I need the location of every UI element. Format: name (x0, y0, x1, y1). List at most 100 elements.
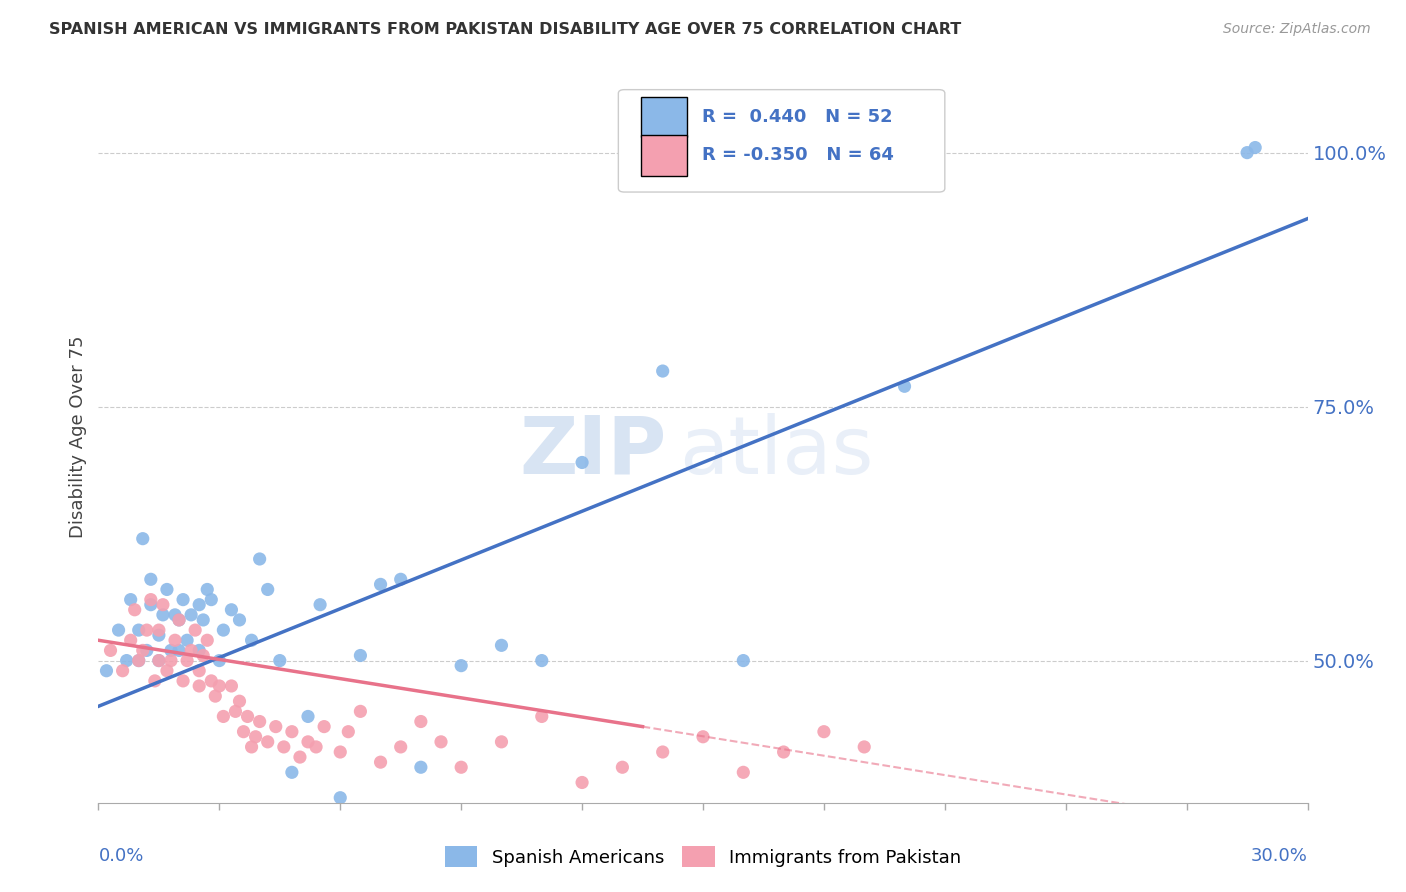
Point (148, 654, 170, 668)
Point (148, 654, 170, 668)
Text: ZIP: ZIP (519, 413, 666, 491)
Point (120, 633, 142, 648)
Point (409, 714, 432, 729)
Point (337, 856, 360, 871)
Y-axis label: Disability Age Over 75: Disability Age Over 75 (69, 335, 87, 539)
Text: atlas: atlas (679, 413, 873, 491)
Point (195, 582, 218, 597)
Point (389, 739, 412, 754)
Point (188, 643, 211, 657)
Point (389, 572, 412, 586)
Point (329, 790, 352, 805)
Text: 30.0%: 30.0% (1251, 847, 1308, 864)
Point (156, 664, 179, 678)
Point (232, 724, 254, 739)
Point (853, 739, 876, 754)
Point (309, 598, 332, 612)
Point (571, 455, 593, 469)
Point (176, 633, 198, 648)
Point (156, 582, 179, 597)
FancyBboxPatch shape (619, 90, 945, 192)
Point (152, 607, 174, 622)
Point (1244, 140, 1267, 154)
Point (450, 658, 472, 673)
Point (288, 750, 311, 764)
Point (772, 745, 794, 759)
Point (651, 364, 673, 378)
Point (96, 664, 118, 678)
Point (228, 613, 250, 627)
Point (813, 724, 835, 739)
Point (195, 633, 218, 648)
Point (236, 709, 259, 723)
Point (204, 689, 226, 703)
Point (180, 607, 202, 622)
Point (139, 598, 162, 612)
Point (100, 643, 122, 657)
Point (692, 730, 714, 744)
Point (200, 673, 222, 688)
Point (212, 623, 235, 637)
Text: 0.0%: 0.0% (98, 847, 143, 864)
Point (111, 664, 134, 678)
Point (651, 745, 673, 759)
Point (139, 592, 162, 607)
Point (128, 654, 150, 668)
Point (269, 654, 291, 668)
Point (160, 643, 183, 657)
Text: R = -0.350   N = 64: R = -0.350 N = 64 (702, 146, 894, 164)
Legend: Spanish Americans, Immigrants from Pakistan: Spanish Americans, Immigrants from Pakis… (437, 839, 969, 874)
Point (329, 745, 352, 759)
Point (200, 592, 222, 607)
Point (893, 379, 915, 393)
Point (115, 654, 138, 668)
Point (120, 592, 142, 607)
Point (264, 720, 287, 734)
Point (256, 735, 278, 749)
Point (221, 603, 243, 617)
Point (208, 679, 231, 693)
Point (297, 735, 319, 749)
Point (297, 709, 319, 723)
Point (208, 654, 231, 668)
Point (281, 724, 304, 739)
Point (160, 654, 183, 668)
Point (124, 603, 146, 617)
Point (491, 735, 513, 749)
Point (188, 598, 211, 612)
Point (305, 739, 328, 754)
Point (228, 694, 250, 708)
Point (491, 638, 513, 652)
Point (152, 598, 174, 612)
Point (212, 709, 235, 723)
Point (934, 841, 956, 855)
Point (281, 765, 304, 780)
Point (256, 582, 278, 597)
Point (221, 679, 243, 693)
Point (167, 613, 190, 627)
Point (139, 572, 162, 586)
Point (530, 654, 553, 668)
Text: R =  0.440   N = 52: R = 0.440 N = 52 (702, 108, 893, 126)
Point (349, 648, 371, 663)
Point (172, 592, 194, 607)
Point (245, 730, 267, 744)
FancyBboxPatch shape (641, 96, 688, 136)
Point (107, 623, 129, 637)
Point (571, 775, 593, 789)
Point (188, 664, 211, 678)
Point (132, 643, 155, 657)
Point (530, 709, 553, 723)
Text: Source: ZipAtlas.com: Source: ZipAtlas.com (1223, 22, 1371, 37)
Point (733, 765, 755, 780)
Point (337, 724, 360, 739)
Point (430, 735, 453, 749)
Point (128, 623, 150, 637)
Text: SPANISH AMERICAN VS IMMIGRANTS FROM PAKISTAN DISABILITY AGE OVER 75 CORRELATION : SPANISH AMERICAN VS IMMIGRANTS FROM PAKI… (49, 22, 962, 37)
Point (349, 705, 371, 719)
Point (193, 648, 215, 663)
Point (148, 628, 170, 642)
FancyBboxPatch shape (641, 136, 688, 176)
Point (612, 760, 634, 774)
Point (184, 623, 207, 637)
